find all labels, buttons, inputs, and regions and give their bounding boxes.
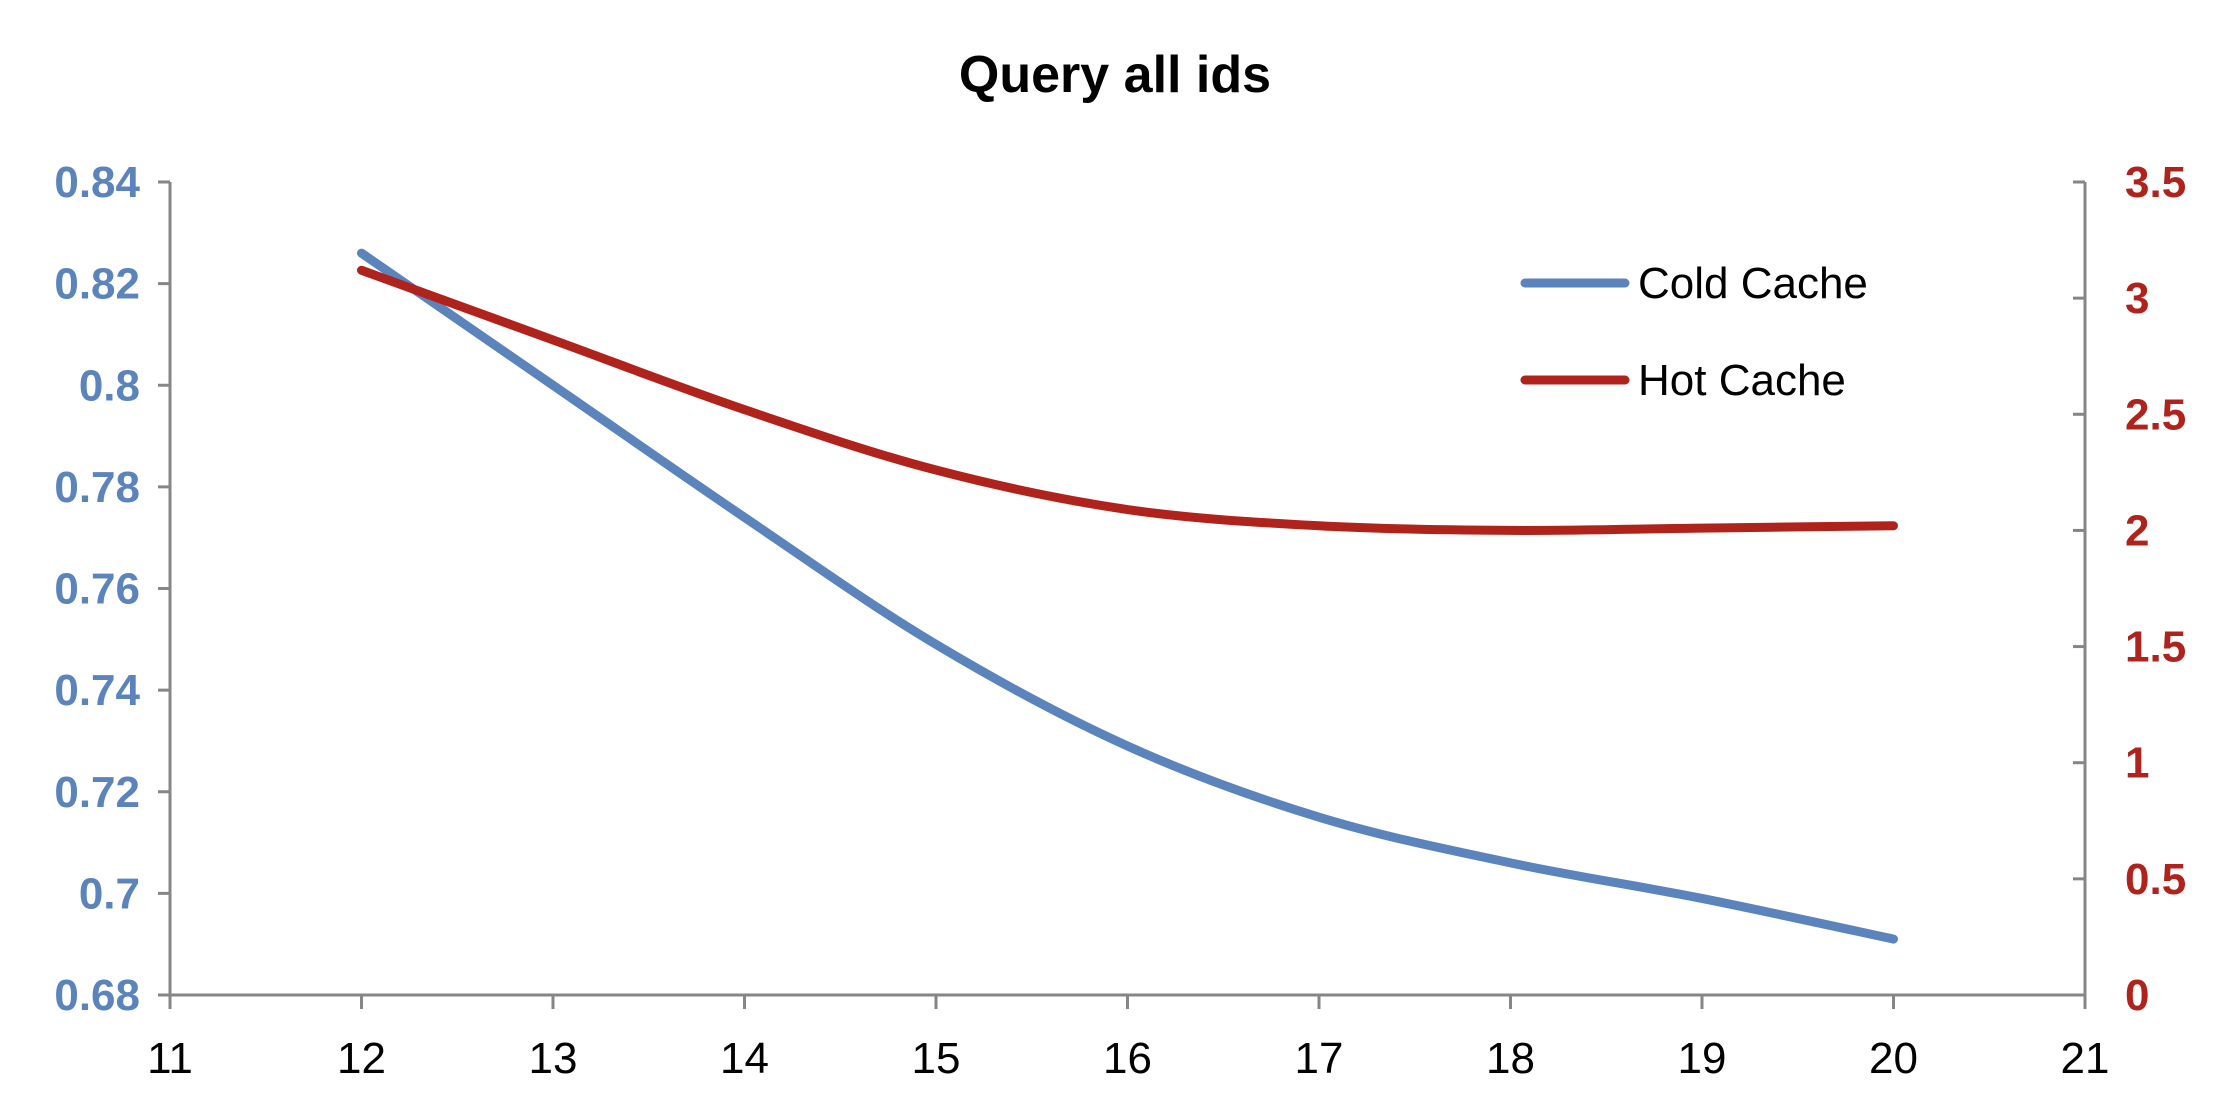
left-y-tick-label: 0.68 [54, 971, 140, 1020]
x-tick-label: 20 [1869, 1034, 1918, 1083]
left-y-tick-label: 0.74 [54, 666, 140, 715]
legend-label-hot-cache: Hot Cache [1638, 356, 1846, 405]
right-y-tick-label: 1.5 [2125, 623, 2186, 672]
right-y-tick-label: 0 [2125, 971, 2149, 1020]
x-axis-ticks: 11 12 13 14 15 16 17 18 19 20 21 [147, 995, 2109, 1083]
right-y-tick-label: 3.5 [2125, 158, 2186, 207]
left-y-tick-label: 0.8 [79, 361, 140, 410]
legend-label-cold-cache: Cold Cache [1638, 259, 1868, 308]
legend: Cold Cache Hot Cache [1520, 259, 1868, 405]
right-y-axis-ticks: 3.5 3 2.5 2 1.5 1 0.5 0 [2073, 158, 2186, 1020]
x-tick-label: 21 [2061, 1034, 2110, 1083]
x-tick-label: 12 [337, 1034, 386, 1083]
series-line-hot-cache [357, 265, 1898, 535]
x-tick-label: 16 [1103, 1034, 1152, 1083]
series-layer [357, 248, 1898, 944]
right-y-tick-label: 0.5 [2125, 855, 2186, 904]
x-tick-label: 15 [912, 1034, 961, 1083]
x-tick-label: 17 [1295, 1034, 1344, 1083]
right-y-tick-label: 2.5 [2125, 390, 2186, 439]
left-y-axis-ticks: 0.84 0.82 0.8 0.78 0.76 0.74 0.72 0.7 0.68 [54, 158, 170, 1020]
right-y-tick-label: 3 [2125, 274, 2149, 323]
x-tick-label: 11 [147, 1034, 193, 1083]
series-line-cold-cache [357, 248, 1898, 944]
right-y-tick-label: 1 [2125, 739, 2149, 788]
left-y-tick-label: 0.82 [54, 260, 140, 309]
left-y-tick-label: 0.72 [54, 768, 140, 817]
left-y-tick-label: 0.76 [54, 565, 140, 614]
chart-title: Query all ids [959, 46, 1271, 104]
left-y-tick-label: 0.7 [79, 869, 140, 918]
x-tick-label: 13 [529, 1034, 578, 1083]
x-tick-label: 18 [1486, 1034, 1535, 1083]
left-y-tick-label: 0.84 [54, 158, 140, 207]
x-tick-label: 14 [720, 1034, 769, 1083]
right-y-tick-label: 2 [2125, 506, 2149, 555]
left-y-tick-label: 0.78 [54, 463, 140, 512]
x-tick-label: 19 [1678, 1034, 1727, 1083]
